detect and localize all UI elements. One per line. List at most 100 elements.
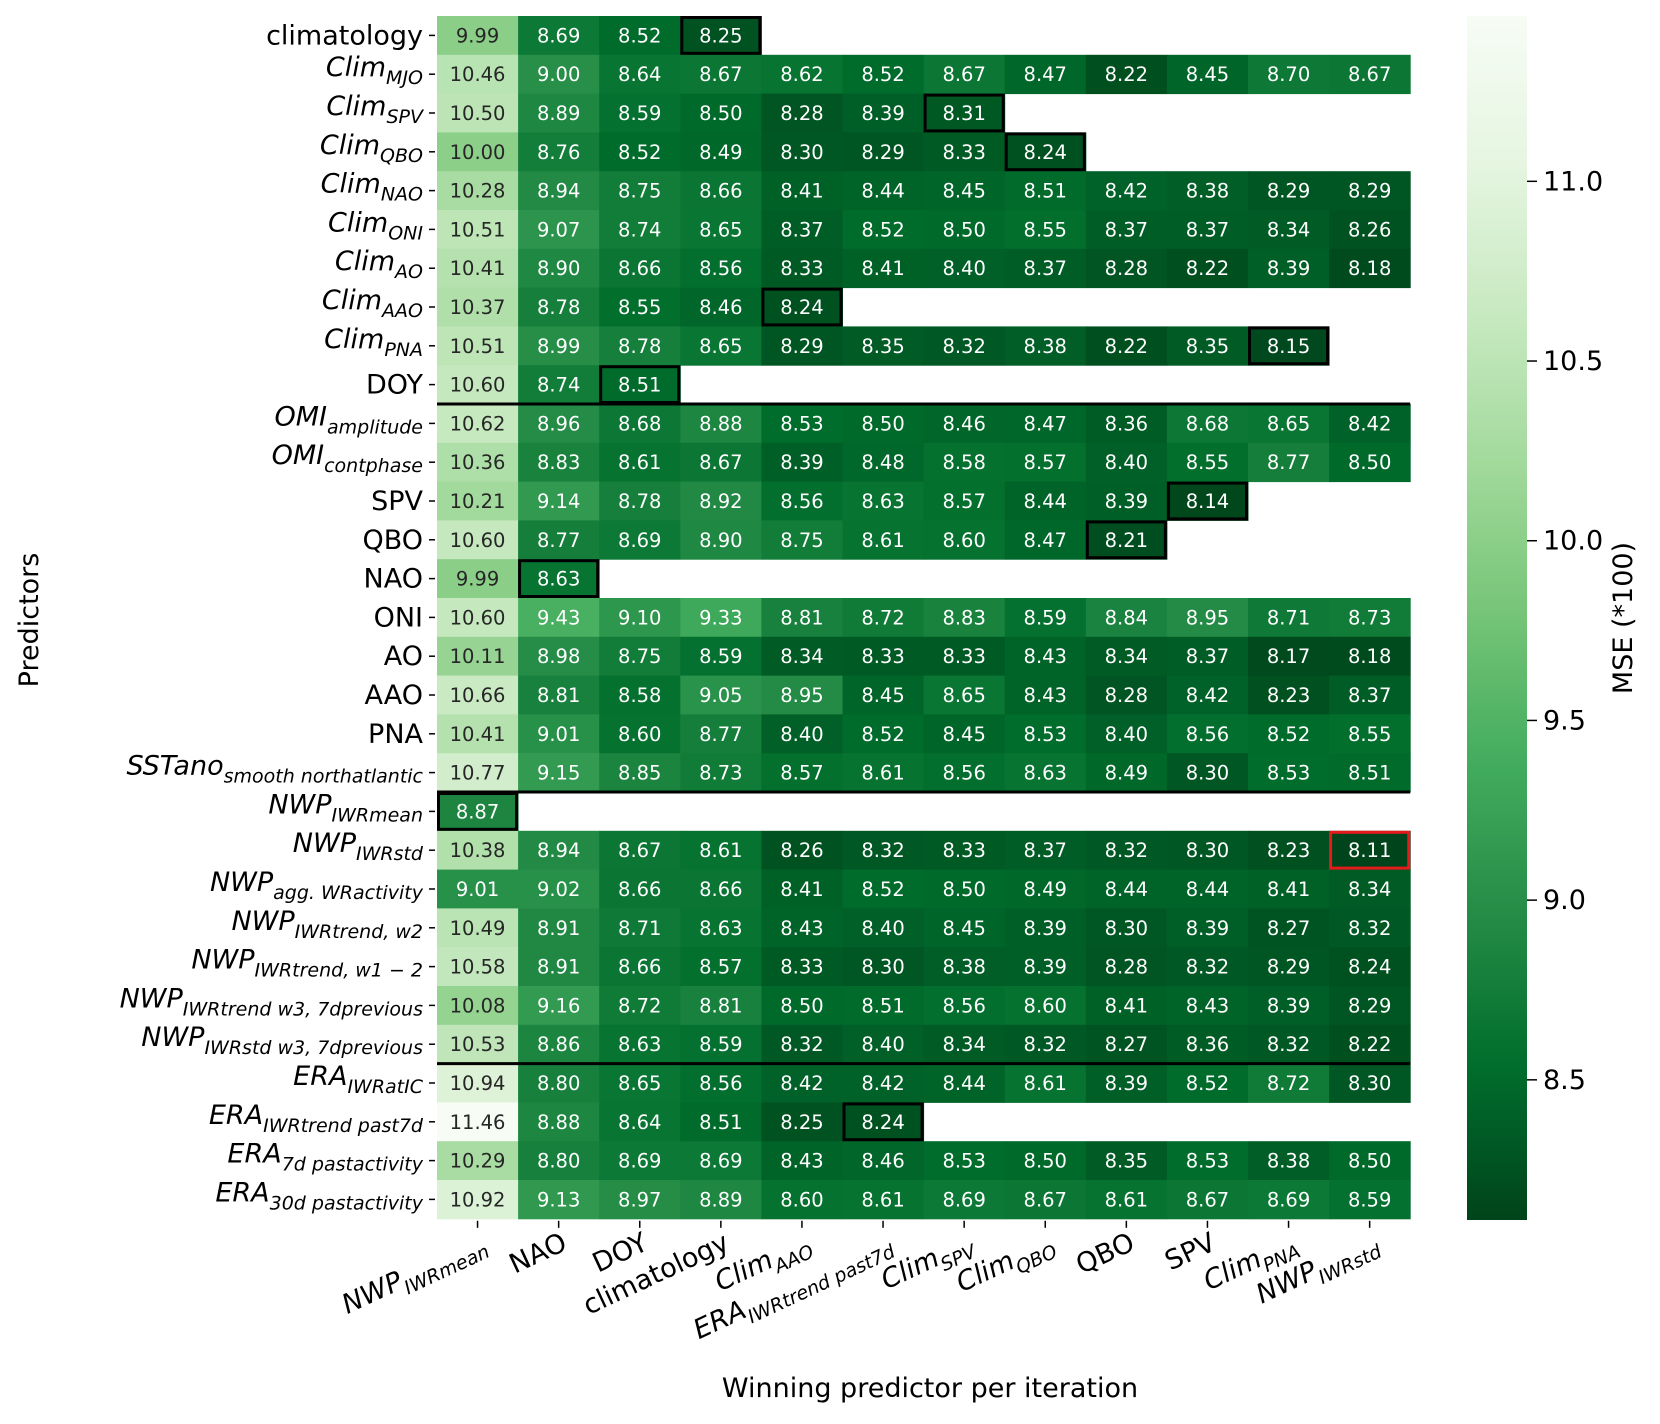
heatmap-cell (923, 404, 1006, 444)
heatmap-cell (1166, 830, 1249, 871)
cell-value: 8.53 (942, 1150, 985, 1173)
cell-value: 8.26 (780, 839, 823, 862)
heatmap-cell (1085, 171, 1168, 211)
cell-value: 8.57 (780, 762, 823, 785)
cell-value: 8.28 (780, 102, 823, 125)
row-label: climatology (266, 20, 423, 51)
heatmap-cell (1085, 947, 1168, 987)
row-label: NWPIWRmean (268, 789, 423, 826)
heatmap-cell (923, 1063, 1006, 1103)
heatmap-cell (680, 714, 762, 754)
heatmap-cell (842, 1102, 925, 1142)
winner-box (680, 16, 762, 55)
cell-value: 11.46 (450, 1111, 506, 1134)
heatmap-cell (437, 1063, 519, 1103)
row-label: NWPIWRtrend, w2 (231, 906, 423, 943)
heatmap-cell (1166, 1024, 1249, 1065)
cell-value: 8.74 (618, 218, 661, 241)
heatmap-cell (1004, 1024, 1087, 1065)
heatmap-cell (1004, 1063, 1087, 1103)
heatmap-cell (599, 93, 681, 133)
heatmap-cell (1166, 636, 1249, 677)
row-label: ClimAAO (322, 285, 423, 322)
heatmap-cell (842, 675, 925, 715)
cell-value: 8.42 (1348, 412, 1391, 435)
heatmap-cell (842, 520, 925, 560)
cell-value: 8.44 (1024, 490, 1067, 513)
cell-value: 8.52 (861, 878, 904, 901)
heatmap-cell (599, 636, 681, 677)
heatmap-cell (680, 210, 762, 250)
heatmap-cell (680, 442, 762, 483)
colorbar-label: MSE (*100) (1608, 542, 1639, 694)
cell-value: 8.29 (1348, 180, 1391, 203)
cell-value: 8.33 (780, 257, 823, 280)
cell-value: 8.73 (699, 762, 742, 785)
heatmap-cell (518, 326, 600, 366)
winner-box (437, 792, 519, 831)
heatmap-cell (1004, 404, 1087, 444)
cell-value: 8.37 (1186, 218, 1229, 241)
colorbar-tick-label: 9.0 (1543, 885, 1586, 916)
heatmap-cell (1004, 132, 1087, 172)
cell-value: 10.58 (450, 956, 506, 979)
heatmap-cell (1248, 636, 1330, 677)
heatmap-cell (437, 442, 519, 483)
heatmap-cell (1329, 442, 1411, 483)
cell-value: 8.67 (942, 63, 985, 86)
colorbar-ticks: 8.5 9.0 9.5 10.0 10.5 11.0 (1527, 166, 1603, 1096)
cell-value: 8.43 (1186, 994, 1229, 1017)
heatmap-cell (1004, 947, 1087, 987)
heatmap-cell (842, 1063, 925, 1103)
cell-value: 8.44 (942, 1072, 985, 1095)
winner-box (923, 93, 1005, 133)
cell-value: 8.56 (1186, 723, 1229, 746)
heatmap-cell (599, 753, 681, 793)
row-label: NWPagg. WRactivity (210, 867, 424, 904)
cell-value: 10.62 (450, 412, 506, 435)
heatmap-cell (1004, 326, 1087, 366)
heatmap-cell (437, 986, 519, 1026)
heatmap-cell (1329, 248, 1411, 289)
heatmap-cell (1329, 1141, 1411, 1181)
cell-value: 8.78 (618, 335, 661, 358)
row-label: AO (384, 641, 423, 672)
heatmap-cell (761, 830, 843, 871)
heatmap-cell (1166, 326, 1249, 366)
heatmap-cell (1248, 171, 1330, 211)
heatmap-cell (599, 54, 681, 95)
cell-value: 8.78 (618, 490, 661, 513)
cell-value: 8.30 (780, 141, 823, 164)
cell-value: 8.50 (1348, 1150, 1391, 1173)
winner-box (1248, 326, 1330, 366)
cell-value: 8.52 (618, 24, 661, 47)
cell-value: 8.60 (618, 723, 661, 746)
cell-value: 9.43 (537, 606, 580, 629)
cell-value: 8.41 (861, 257, 904, 280)
cell-value: 8.61 (861, 1188, 904, 1211)
heatmap-cell (923, 947, 1006, 987)
heatmap-cell (1166, 908, 1249, 948)
cell-value: 8.34 (1105, 645, 1148, 668)
cell-value: 8.66 (618, 878, 661, 901)
heatmap-cell (1166, 248, 1249, 289)
heatmap-cell (1166, 404, 1249, 444)
heatmap-cell (518, 442, 600, 483)
heatmap-cell (518, 869, 600, 909)
y-axis-title: Predictors (14, 553, 45, 688)
cell-value: 8.50 (780, 994, 823, 1017)
cell-value: 8.59 (1024, 606, 1067, 629)
heatmap-cell (842, 1180, 925, 1220)
heatmap-cell (680, 1180, 762, 1220)
heatmap-cell (437, 481, 519, 521)
cell-value: 8.52 (1186, 1072, 1229, 1095)
heatmap-cell (680, 481, 762, 521)
cell-value: 8.45 (861, 684, 904, 707)
heatmap-cell (1248, 404, 1330, 444)
cell-value: 8.30 (1186, 839, 1229, 862)
cell-value: 8.43 (1024, 645, 1067, 668)
heatmap-cell (599, 481, 681, 521)
heatmap-cell (842, 1024, 925, 1065)
cell-value: 8.32 (942, 335, 985, 358)
cell-value: 8.59 (618, 102, 661, 125)
